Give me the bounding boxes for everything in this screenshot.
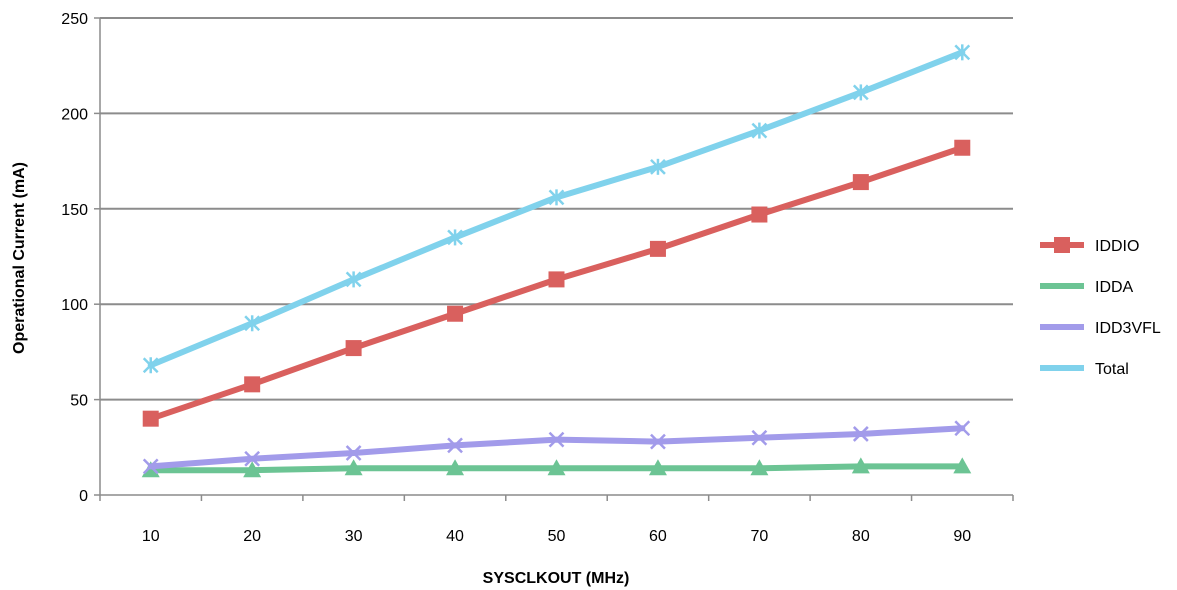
y-tick-label: 0: [79, 488, 88, 505]
legend-marker: [1054, 237, 1070, 253]
data-point: [650, 158, 666, 175]
data-point: [243, 461, 262, 478]
x-tick-label: 90: [953, 528, 971, 545]
grid-lines: [100, 17, 1013, 401]
data-point: [244, 450, 261, 467]
legend-label: IDD3VFL: [1095, 320, 1161, 337]
axes: [94, 17, 1014, 501]
data-series: [141, 44, 972, 478]
data-point: [244, 376, 261, 393]
legend-item-total: Total: [1040, 361, 1129, 378]
series-total: [142, 44, 971, 374]
data-point: [345, 445, 362, 461]
data-point: [954, 44, 971, 61]
data-point: [954, 420, 971, 437]
x-axis-title: SYSCLKOUT (MHz): [483, 570, 630, 587]
y-tick-label: 50: [70, 393, 88, 410]
data-point: [447, 229, 463, 246]
y-axis-title: Operational Current (mA): [11, 162, 28, 354]
x-tick-labels: 10 20 30 40 50 60 70 80 90: [142, 528, 971, 545]
legend-label: IDDA: [1095, 279, 1134, 296]
data-point: [142, 458, 159, 475]
legend-label: IDDIO: [1095, 238, 1139, 255]
data-point: [447, 305, 464, 322]
data-point: [649, 240, 666, 257]
data-point: [142, 357, 159, 374]
data-point: [345, 271, 362, 288]
legend-item-idd3vfl: IDD3VFL: [1040, 320, 1161, 337]
data-point: [852, 84, 869, 101]
data-point: [650, 433, 666, 450]
data-point: [345, 340, 362, 357]
series-iddio: [142, 139, 971, 427]
x-tick-label: 10: [142, 528, 160, 545]
y-tick-labels: 0 50 100 150 200 250: [61, 11, 88, 505]
data-point: [446, 459, 465, 476]
series-idda: [141, 457, 972, 478]
x-tick-label: 70: [750, 528, 768, 545]
x-tick-label: 50: [548, 528, 566, 545]
legend-item-idda: IDDA: [1040, 279, 1134, 296]
data-point: [851, 457, 870, 474]
data-point: [548, 271, 565, 288]
data-point: [954, 139, 971, 156]
y-tick-label: 150: [61, 202, 88, 219]
legend-item-iddio: IDDIO: [1040, 237, 1139, 255]
data-point: [751, 429, 768, 446]
data-point: [852, 426, 869, 442]
data-point: [548, 189, 565, 206]
data-point: [142, 410, 159, 427]
data-point: [852, 174, 869, 191]
legend-label: Total: [1095, 361, 1129, 378]
data-point: [344, 459, 363, 476]
y-tick-label: 100: [61, 297, 88, 314]
x-tick-label: 30: [345, 528, 363, 545]
data-point: [953, 457, 972, 474]
data-point: [751, 122, 768, 139]
data-point: [447, 437, 463, 454]
data-point: [548, 431, 565, 448]
legend: IDDIO IDDA IDD3VFL Total: [1040, 237, 1161, 378]
y-tick-label: 200: [61, 106, 88, 123]
x-tick-label: 80: [852, 528, 870, 545]
data-point: [750, 459, 769, 476]
data-point: [648, 459, 667, 476]
data-point: [751, 206, 768, 223]
data-point: [244, 315, 261, 332]
series-idd3vfl: [142, 420, 971, 475]
data-point: [547, 459, 566, 476]
y-tick-label: 250: [61, 11, 88, 28]
x-tick-label: 20: [243, 528, 261, 545]
x-tick-label: 40: [446, 528, 464, 545]
x-tick-label: 60: [649, 528, 667, 545]
